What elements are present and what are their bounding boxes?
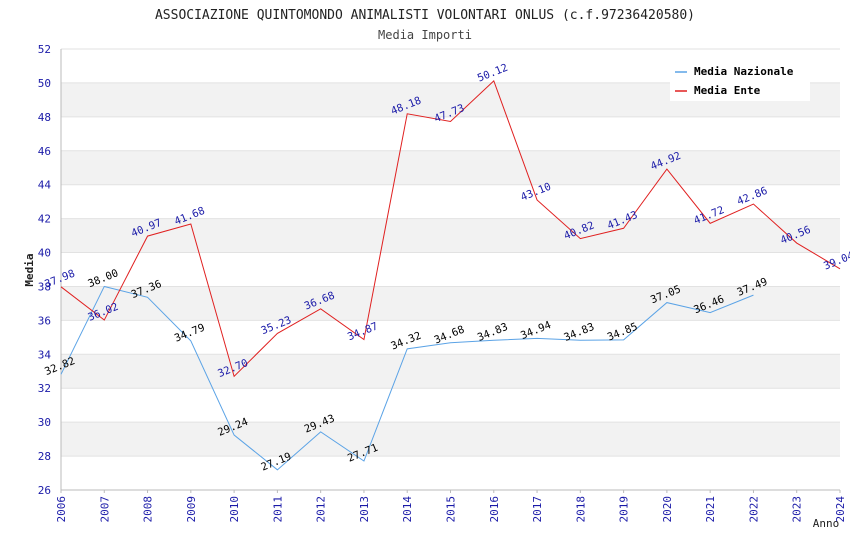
y-tick-label: 34 xyxy=(38,348,52,361)
y-axis-label: Media xyxy=(23,253,36,286)
x-tick-label: 2007 xyxy=(98,496,111,523)
data-label: 34.32 xyxy=(389,330,423,353)
series-line-media-nazionale xyxy=(60,285,754,471)
data-label: 34.87 xyxy=(346,320,380,343)
y-tick-label: 28 xyxy=(38,450,51,463)
x-tick-label: 2009 xyxy=(185,496,198,523)
y-tick-label: 32 xyxy=(38,382,51,395)
x-tick-label: 2020 xyxy=(661,496,674,523)
chart-subtitle: Media Importi xyxy=(378,28,472,42)
x-tick-label: 2024 xyxy=(834,496,847,523)
x-tick-label: 2014 xyxy=(401,496,414,523)
x-tick-label: 2015 xyxy=(445,496,458,523)
y-tick-label: 46 xyxy=(38,145,51,158)
data-label: 34.79 xyxy=(173,322,207,345)
grid-band xyxy=(61,354,840,389)
data-label: 50.12 xyxy=(476,62,510,85)
series-lines xyxy=(60,80,841,471)
y-tick-label: 48 xyxy=(38,111,51,124)
x-tick-label: 2010 xyxy=(228,496,241,523)
x-tick-label: 2006 xyxy=(55,496,68,523)
legend-label-media-ente: Media Ente xyxy=(694,84,761,97)
series-line-media-ente xyxy=(60,80,841,378)
y-tick-label: 38 xyxy=(38,280,51,293)
x-tick-label: 2012 xyxy=(315,496,328,523)
legend: Media Nazionale Media Ente xyxy=(670,61,810,101)
y-tick-label: 36 xyxy=(38,314,51,327)
grid-band xyxy=(61,422,840,457)
chart-title: ASSOCIAZIONE QUINTOMONDO ANIMALISTI VOLO… xyxy=(155,8,695,23)
x-axis-label: Anno xyxy=(813,517,840,530)
grid-band xyxy=(61,286,840,321)
grid-band xyxy=(61,150,840,185)
y-tick-label: 42 xyxy=(38,213,51,226)
y-tick-label: 50 xyxy=(38,77,51,90)
y-tick-label: 30 xyxy=(38,416,51,429)
x-tick-label: 2017 xyxy=(531,496,544,523)
y-tick-labels: 26 28 30 32 34 36 38 40 42 44 46 48 50 52 xyxy=(38,43,52,497)
x-tick-label: 2008 xyxy=(142,496,155,523)
legend-box xyxy=(670,61,810,101)
y-tick-label: 40 xyxy=(38,247,51,260)
x-tick-label: 2019 xyxy=(618,496,631,523)
x-tick-label: 2013 xyxy=(358,496,371,523)
x-tick-label: 2018 xyxy=(574,496,587,523)
x-tick-label: 2022 xyxy=(747,496,760,523)
x-tick-label: 2021 xyxy=(704,496,717,523)
x-tick-label: 2011 xyxy=(271,496,284,523)
y-tick-label: 52 xyxy=(38,43,51,56)
legend-label-media-nazionale: Media Nazionale xyxy=(694,65,794,78)
grid-bands xyxy=(61,82,840,457)
x-tick-labels: 2006 2007 2008 2009 2010 2011 2012 2013 2014 2015… xyxy=(55,490,847,523)
x-tick-label: 2023 xyxy=(791,496,804,523)
y-tick-label: 44 xyxy=(38,179,52,192)
x-tick-label: 2016 xyxy=(488,496,501,523)
y-tick-label: 26 xyxy=(38,484,51,497)
